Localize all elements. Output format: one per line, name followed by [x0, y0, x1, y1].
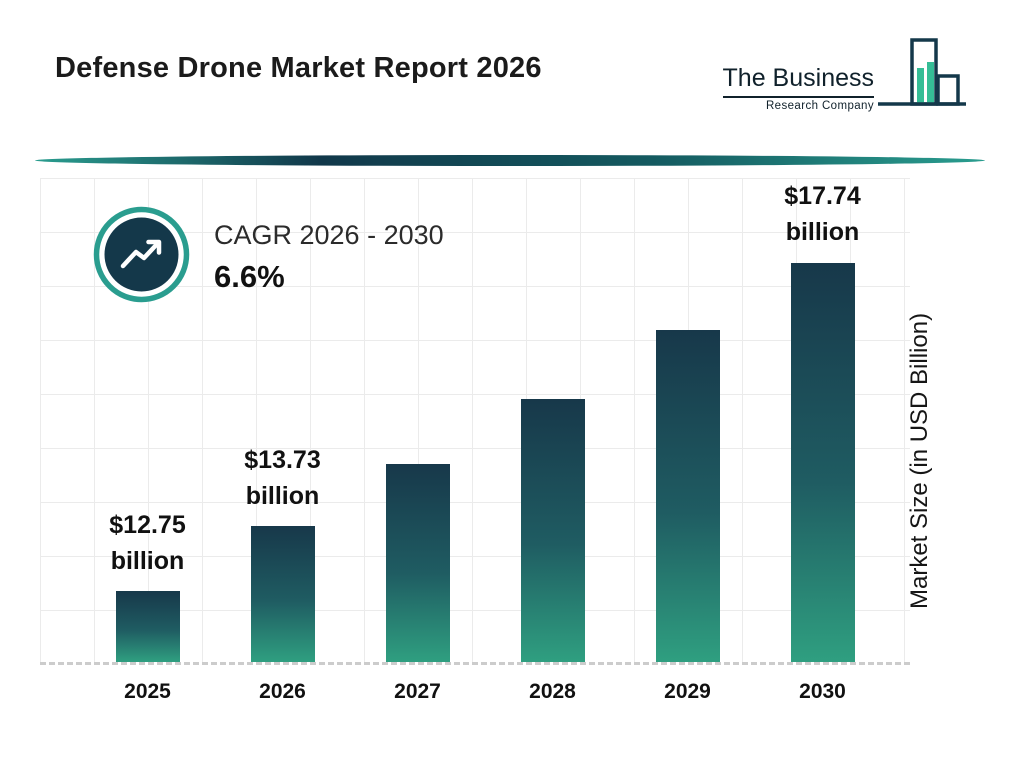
- growth-arrow-icon: [93, 206, 190, 308]
- bar-value-label-2026: $13.73 billion: [244, 445, 321, 510]
- page-title: Defense Drone Market Report 2026: [55, 52, 542, 84]
- bar-column-2029: [620, 178, 755, 662]
- x-axis-baseline: [40, 662, 910, 665]
- bar-value-label-2030: $17.74 billion: [784, 182, 861, 247]
- bar-column-2026: $13.73 billion: [215, 178, 350, 662]
- bar-2025: [115, 591, 180, 662]
- x-axis-ticks: 2025 2026 2027 2028 2029 2030: [80, 680, 890, 704]
- bar-column-2027: [350, 178, 485, 662]
- x-tick-2027: 2027: [394, 680, 441, 703]
- bar-2027: [385, 464, 450, 662]
- x-tick-2030: 2030: [799, 680, 846, 703]
- bar-2029: [655, 330, 720, 662]
- cagr-value: 6.6%: [214, 258, 285, 294]
- cagr-badge: CAGR 2026 - 2030 6.6%: [93, 206, 444, 308]
- bar-2028: [520, 399, 585, 662]
- company-logo: The Business Research Company: [722, 36, 968, 125]
- bar-2030: [790, 262, 855, 662]
- bar-column-2028: [485, 178, 620, 662]
- x-tick-2028: 2028: [529, 680, 576, 703]
- x-tick-2025: 2025: [124, 680, 171, 703]
- x-tick-2029: 2029: [664, 680, 711, 703]
- logo-line2: Research Company: [765, 99, 874, 112]
- logo-line1: The Business: [722, 64, 874, 98]
- y-axis-label: Market Size (in USD Billion): [906, 312, 933, 610]
- x-tick-2026: 2026: [259, 680, 306, 703]
- cagr-text: CAGR 2026 - 2030 6.6%: [214, 220, 444, 295]
- bar-value-label-2025: $12.75 billion: [109, 510, 186, 575]
- cagr-label: CAGR 2026 - 2030: [214, 219, 444, 250]
- bar-chart: $12.75 billion $13.73 billion $17.74 billion: [80, 178, 890, 662]
- bar-column-2025: $12.75 billion: [80, 178, 215, 662]
- logo-bar-chart-icon: [876, 36, 968, 125]
- company-logo-text: The Business Research Company: [722, 64, 874, 112]
- divider: [35, 155, 985, 166]
- bar-column-2030: $17.74 billion: [755, 178, 890, 662]
- bar-2026: [250, 526, 315, 662]
